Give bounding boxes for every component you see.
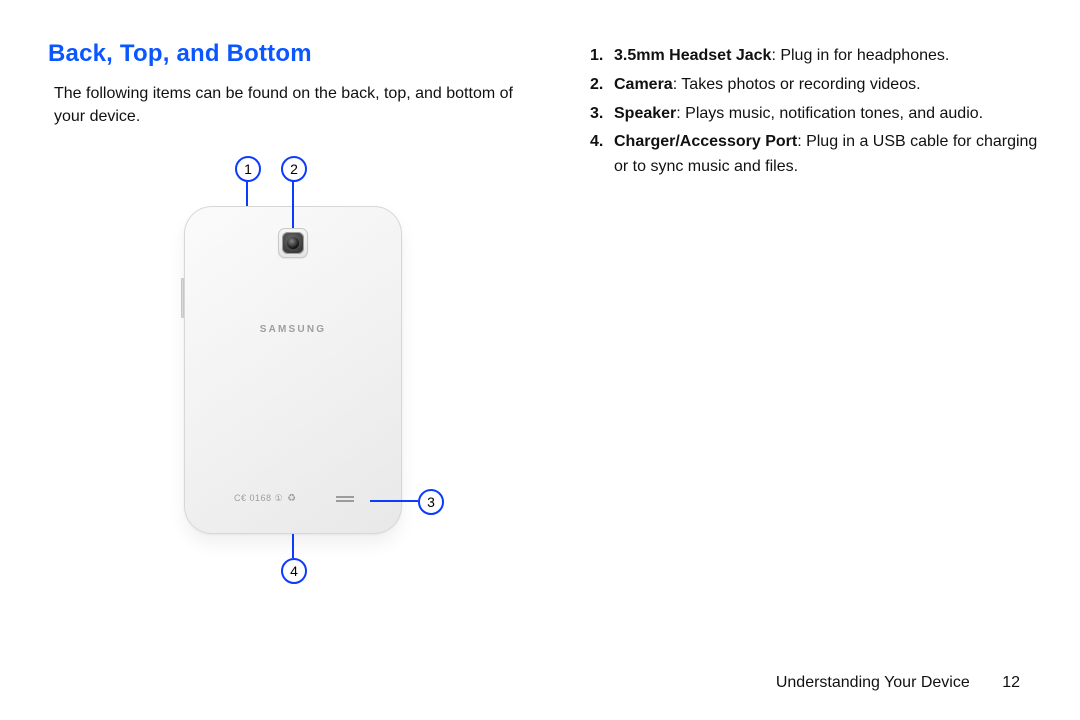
callout-2: 2: [281, 156, 307, 182]
device-back: SAMSUNG C€ 0168 ① ♻: [184, 206, 402, 534]
section-heading: Back, Top, and Bottom: [48, 40, 528, 68]
footer-section: Understanding Your Device: [776, 674, 970, 691]
camera-ring: [282, 232, 304, 254]
section-intro: The following items can be found on the …: [54, 82, 528, 128]
item-desc: : Plays music, notification tones, and a…: [676, 105, 983, 122]
callout-1-line: [246, 180, 248, 206]
page-footer: Understanding Your Device 12: [776, 674, 1020, 692]
brand-label: SAMSUNG: [184, 324, 402, 335]
camera-module: [278, 228, 308, 258]
weee-icon: ♻: [287, 493, 296, 504]
callout-4-line: [292, 534, 294, 558]
list-item: Charger/Accessory Port: Plug in a USB ca…: [590, 130, 1040, 180]
manual-page: Back, Top, and Bottom The following item…: [0, 0, 1080, 720]
callout-3-line: [370, 500, 418, 502]
list-item: Speaker: Plays music, notification tones…: [590, 102, 1040, 127]
list-item: 3.5mm Headset Jack: Plug in for headphon…: [590, 44, 1040, 69]
item-term: Camera: [614, 76, 673, 93]
callout-2-number: 2: [290, 161, 298, 177]
right-column: 3.5mm Headset Jack: Plug in for headphon…: [580, 40, 1040, 184]
feature-list: 3.5mm Headset Jack: Plug in for headphon…: [590, 44, 1040, 180]
side-button-graphic: [181, 278, 184, 318]
list-item: Camera: Takes photos or recording videos…: [590, 73, 1040, 98]
callout-4-number: 4: [290, 563, 298, 579]
device-diagram: SAMSUNG C€ 0168 ① ♻ 1 2 3: [108, 146, 508, 646]
camera-lens: [287, 237, 299, 249]
item-desc: : Plug in for headphones.: [771, 47, 949, 64]
callout-4: 4: [281, 558, 307, 584]
left-column: Back, Top, and Bottom The following item…: [48, 40, 528, 646]
ce-mark: C€ 0168 ① ♻: [234, 493, 297, 504]
callout-1: 1: [235, 156, 261, 182]
item-desc: : Takes photos or recording videos.: [673, 76, 921, 93]
callout-1-number: 1: [244, 161, 252, 177]
callout-3: 3: [418, 489, 444, 515]
item-term: Speaker: [614, 105, 676, 122]
item-term: 3.5mm Headset Jack: [614, 47, 771, 64]
callout-2-line: [292, 180, 294, 228]
page-number: 12: [1002, 674, 1020, 691]
speaker-grill: [336, 496, 354, 502]
ce-text: C€ 0168 ①: [234, 493, 283, 504]
callout-3-number: 3: [427, 494, 435, 510]
item-term: Charger/Accessory Port: [614, 133, 797, 150]
